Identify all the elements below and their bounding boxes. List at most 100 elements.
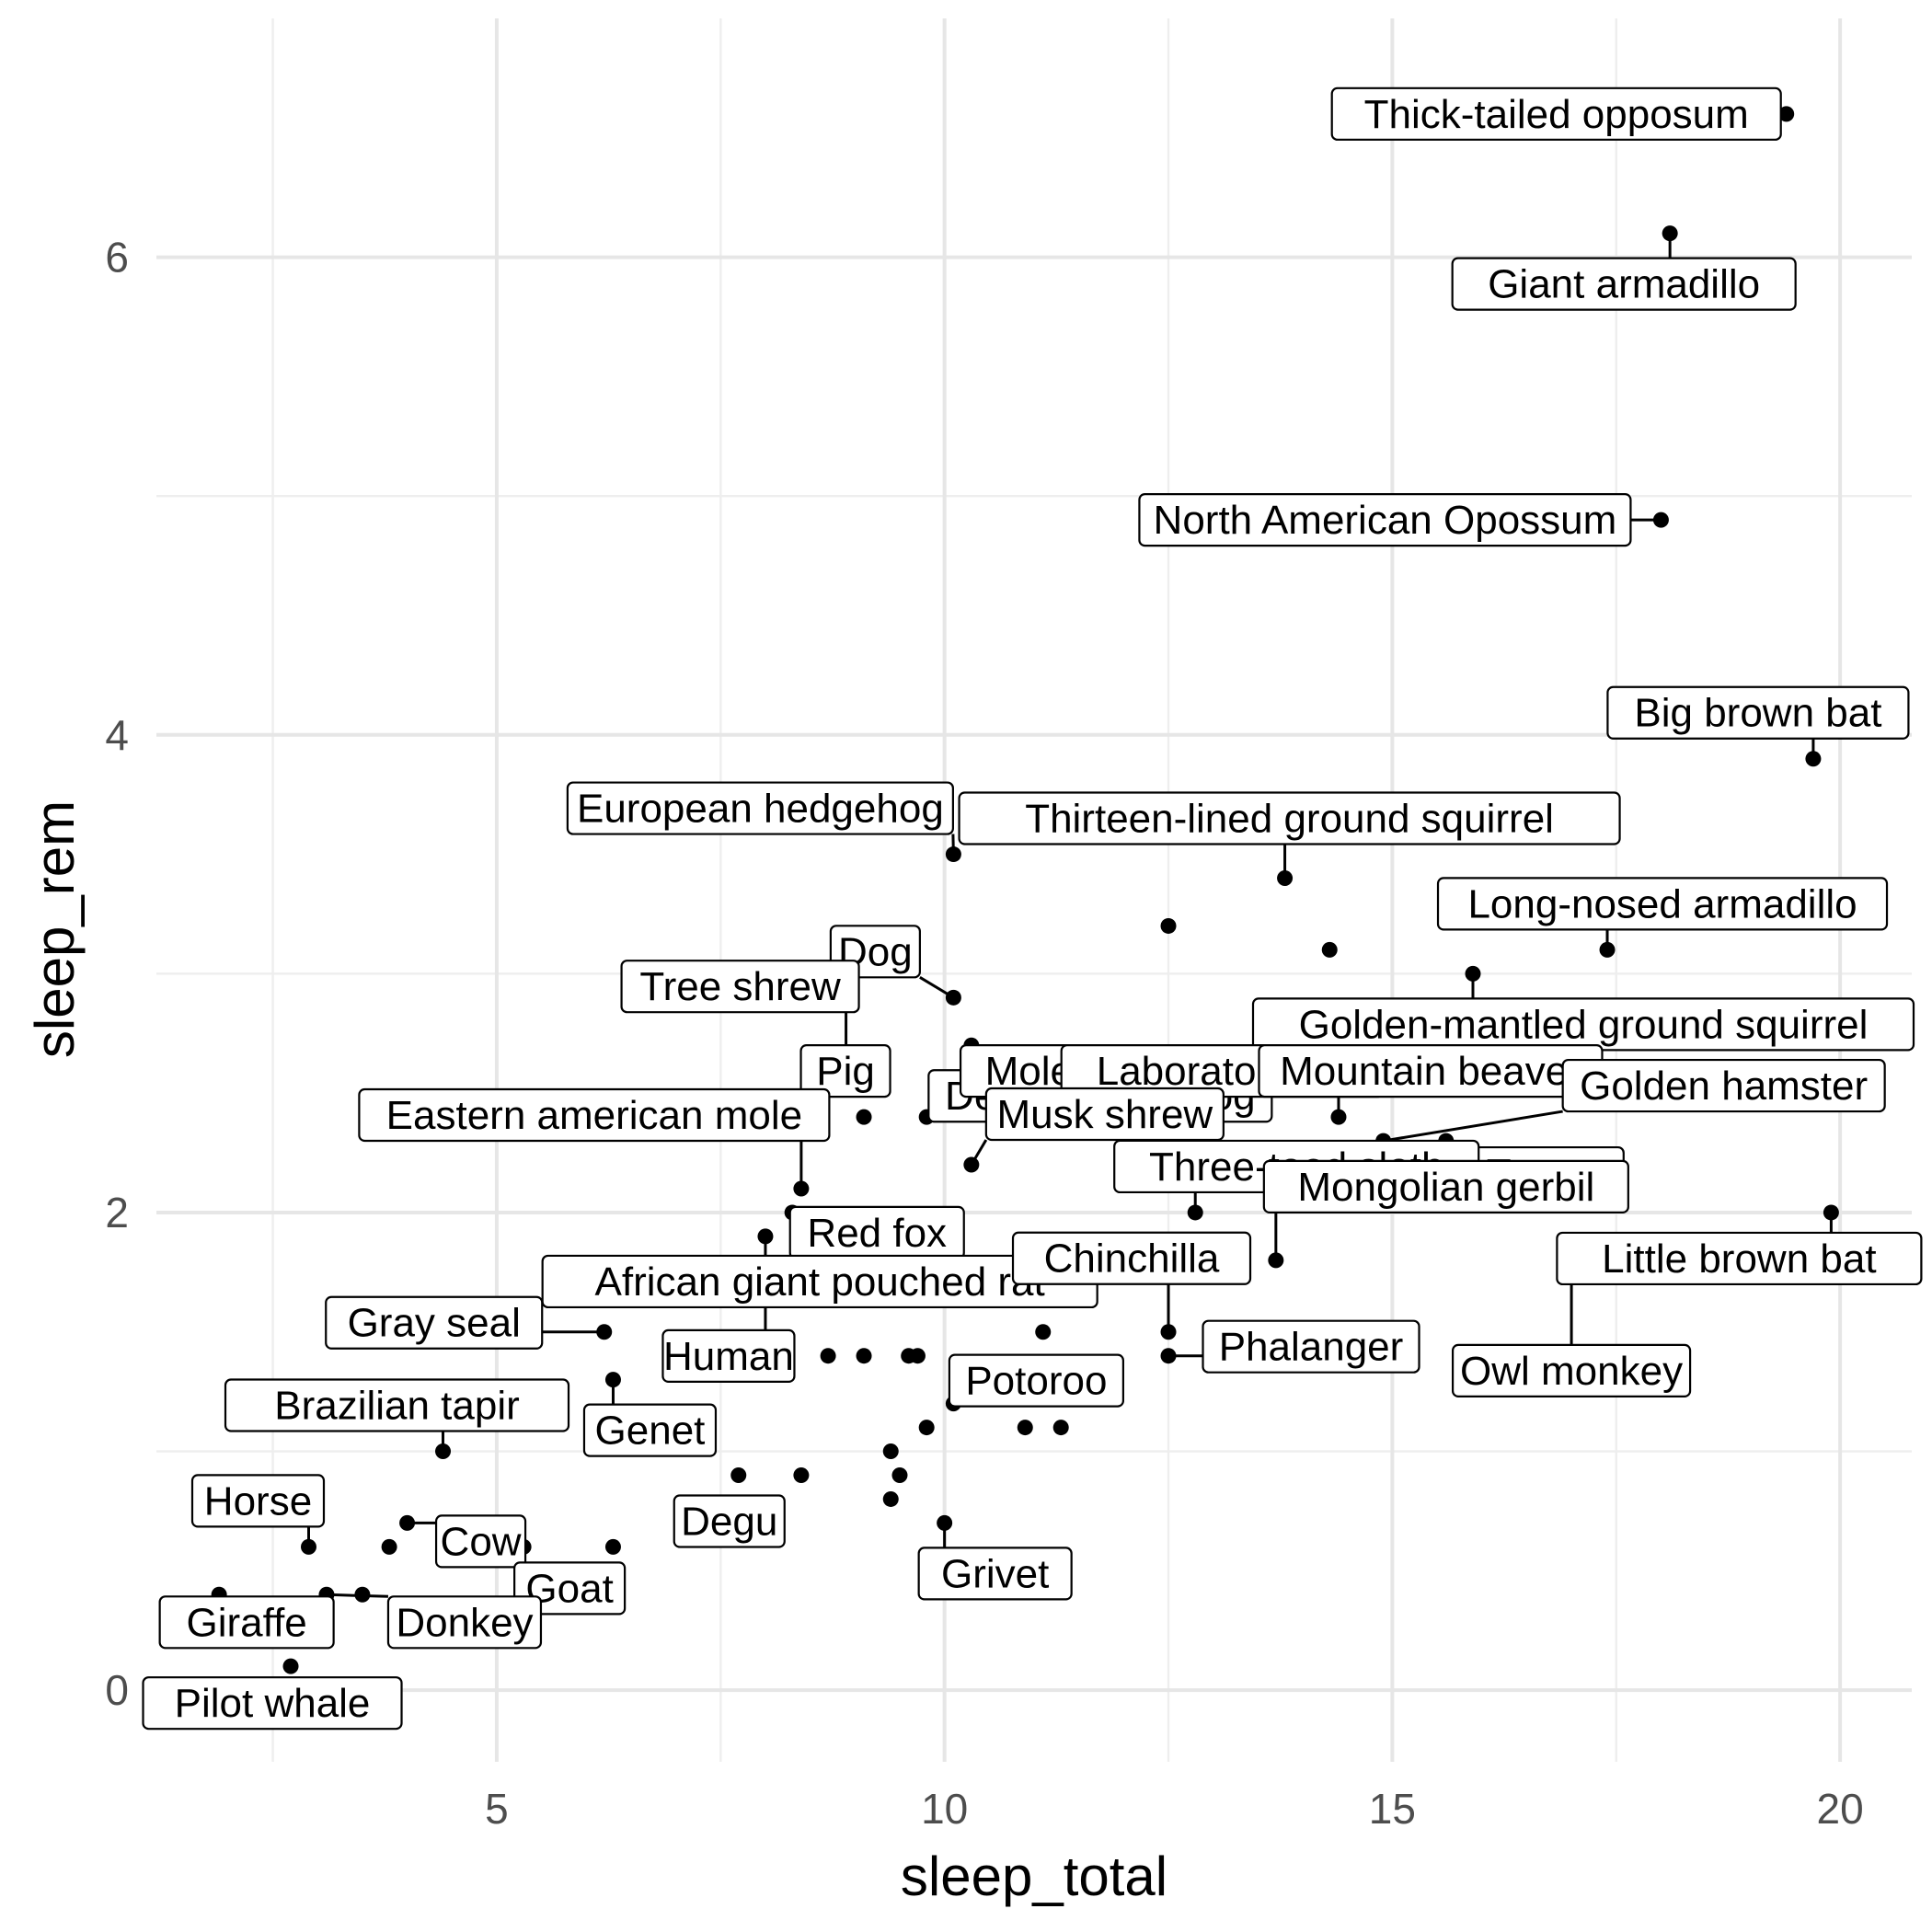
point-label-text: Mongolian gerbil: [1297, 1165, 1594, 1210]
data-point: [1052, 1420, 1069, 1436]
point-label: Mongolian gerbil: [1262, 1159, 1629, 1213]
point-label-text: Thirteen-lined ground squirrel: [1025, 797, 1554, 842]
data-point: [604, 1372, 621, 1388]
point-label-text: North American Opossum: [1154, 498, 1617, 543]
point-label-box: [190, 1474, 326, 1528]
data-point: [1268, 1252, 1284, 1269]
data-point: [918, 1420, 935, 1436]
point-label: Grivet: [917, 1547, 1073, 1601]
data-point: [909, 1348, 926, 1364]
y-tick-label: 2: [105, 1189, 129, 1236]
data-point: [945, 989, 961, 1006]
data-point: [1778, 106, 1795, 122]
point-label: Owl monkey: [1451, 1343, 1692, 1397]
point-label-text: Red fox: [807, 1211, 947, 1256]
point-label-box: [948, 1353, 1124, 1408]
point-label: Musk shrew: [984, 1087, 1225, 1142]
point-label-text: Degu: [681, 1499, 777, 1544]
data-point: [1035, 1324, 1052, 1340]
data-point: [891, 1466, 908, 1483]
label-leader-line: [1383, 1110, 1563, 1143]
point-label-box: [142, 1676, 403, 1731]
data-point: [757, 1228, 774, 1245]
point-label: Human: [661, 1328, 796, 1384]
point-label-text: Giant armadillo: [1488, 262, 1760, 307]
data-point: [820, 1348, 836, 1364]
point-label-text: Little brown bat: [1602, 1236, 1876, 1282]
point-label-text: Brazilian tapir: [274, 1384, 520, 1429]
point-label-text: Phalanger: [1219, 1325, 1404, 1370]
point-label-box: [325, 1295, 544, 1350]
point-label-box: [1556, 1231, 1923, 1286]
data-point: [1160, 1324, 1177, 1340]
point-label: Thick-tailed opposum: [1330, 86, 1782, 141]
point-label: Degu: [673, 1494, 786, 1548]
y-tick-label: 0: [105, 1666, 129, 1714]
point-label-box: [358, 1087, 831, 1143]
point-label-text: Eastern american mole: [386, 1093, 802, 1138]
point-label: North American Opossum: [1138, 493, 1632, 547]
point-label: Golden-mantled ground squirrel: [1251, 997, 1915, 1052]
data-point: [1160, 1348, 1177, 1364]
point-label-box: [1436, 877, 1889, 931]
point-label: Brazilian tapir: [224, 1378, 570, 1432]
point-label-box: [1330, 86, 1782, 141]
data-point: [1017, 1420, 1033, 1436]
point-label-box: [1451, 1343, 1692, 1397]
point-label-text: Cow: [441, 1519, 522, 1564]
point-label: Gray seal: [325, 1295, 544, 1350]
point-label-text: Genet: [595, 1409, 706, 1454]
x-tick-label: 10: [921, 1785, 968, 1833]
point-label-box: [799, 1044, 891, 1098]
point-label: Pilot whale: [142, 1676, 403, 1731]
point-label-text: Pig: [816, 1049, 875, 1094]
point-label-text: Donkey: [396, 1600, 533, 1645]
point-label: Mountain beaver: [1258, 1044, 1604, 1098]
point-label-box: [958, 791, 1621, 845]
point-label: Horse: [190, 1474, 326, 1528]
point-label-box: [1011, 1231, 1252, 1285]
point-label-box: [158, 1595, 335, 1650]
data-point: [882, 1490, 899, 1507]
data-point: [856, 1109, 872, 1125]
data-point: [1599, 941, 1616, 958]
point-label-box: [661, 1328, 796, 1384]
data-point: [1662, 225, 1678, 242]
y-axis-title: sleep_rem: [24, 800, 86, 1058]
data-point: [1330, 1109, 1347, 1125]
point-label: Red fox: [788, 1205, 965, 1259]
point-label-text: Tree shrew: [639, 964, 841, 1009]
data-point: [596, 1324, 613, 1340]
point-label-box: [386, 1595, 543, 1650]
point-label-text: Human: [663, 1334, 794, 1379]
data-point: [1823, 1204, 1839, 1221]
point-label: Donkey: [386, 1595, 543, 1650]
point-label-text: Mountain beaver: [1280, 1049, 1581, 1094]
point-label: Golden hamster: [1561, 1058, 1886, 1113]
data-point: [1277, 870, 1294, 887]
point-label-box: [566, 781, 954, 835]
data-point: [945, 846, 961, 863]
point-label-text: Potoroo: [965, 1359, 1107, 1404]
point-label-box: [620, 960, 860, 1014]
point-labels: Thick-tailed opposum Giant armadillo North…: [142, 86, 1923, 1731]
data-point: [435, 1443, 452, 1460]
point-label-box: [1202, 1319, 1420, 1374]
data-point: [354, 1586, 371, 1603]
data-point: [1805, 751, 1822, 767]
y-tick-label: 4: [105, 711, 129, 759]
point-label-text: African giant pouched rat: [595, 1259, 1045, 1305]
point-label-text: Golden hamster: [1580, 1064, 1868, 1109]
y-tick-label: 6: [105, 234, 129, 282]
point-label-box: [513, 1561, 627, 1616]
point-label: Pig: [799, 1044, 891, 1098]
point-label: Tree shrew: [620, 960, 860, 1014]
point-label: Genet: [582, 1403, 718, 1457]
point-label-text: Horse: [204, 1478, 312, 1524]
point-label: Giant armadillo: [1451, 257, 1797, 311]
point-label-text: Golden-mantled ground squirrel: [1299, 1002, 1869, 1047]
data-point: [1652, 512, 1669, 528]
point-label: Big brown bat: [1606, 685, 1910, 740]
